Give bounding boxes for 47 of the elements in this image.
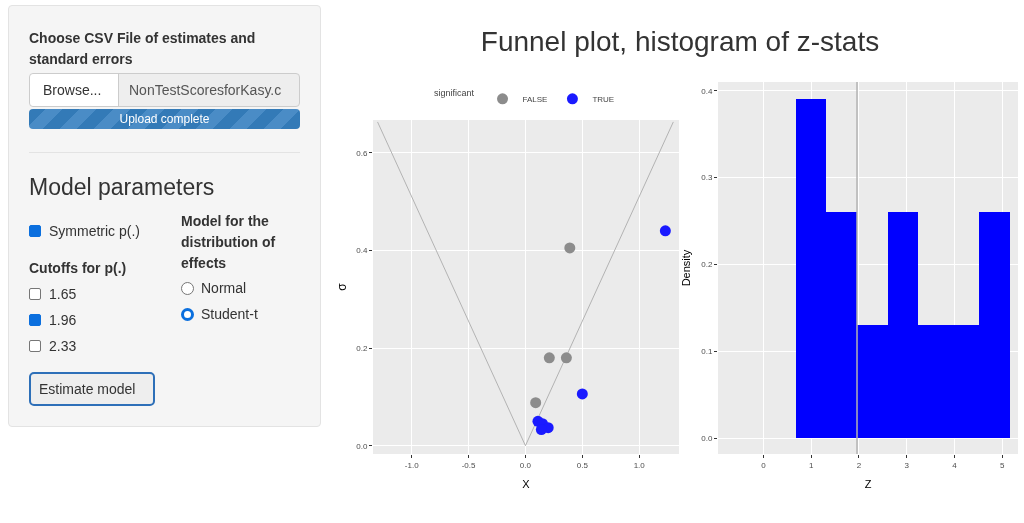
x-tick-label: 1.0 [633,460,646,470]
x-tick-label: -1.0 [404,460,420,470]
x-axis-title: X [522,478,531,490]
text: Browse... [43,82,102,98]
y-tick-label: 0.4 [701,86,713,96]
legend-label: TRUE [592,94,615,104]
text: Student-t [201,306,258,322]
text: Model for the distribution of effects [181,212,277,273]
x-tick-label: 0.0 [519,460,532,470]
x-tick-label: 0 [761,460,767,470]
x-tick-label: 2 [856,460,862,470]
x-tick-label: 3 [904,460,910,470]
text: Estimate model [39,381,136,397]
chart-title: Funnel plot, histogram of z-stats [479,26,881,58]
y-tick-label: 0.0 [701,434,713,444]
x-axis-title: Z [864,478,872,490]
point [564,242,576,254]
point [576,388,588,400]
legend-label: FALSE [522,94,548,104]
x-tick-label: -0.5 [461,460,476,470]
y-tick-label: 0.2 [356,343,368,353]
legend-title: significant [434,88,475,99]
y-tick-label: 0.4 [356,246,368,256]
point [560,352,572,364]
text: NonTestScoresforKasy.c [129,82,282,98]
y-tick-label: 0.6 [356,148,368,158]
y-tick-label: 0.3 [701,173,713,183]
y-axis-title: σ [335,282,349,291]
text: Cutoffs for p(.) [29,260,127,276]
x-tick-label: 0.5 [576,460,589,470]
point [543,352,555,364]
y-tick-label: 0.2 [701,260,713,270]
text: Symmetric p(.) [49,223,140,239]
text: Normal [201,280,247,296]
x-tick-label: 4 [952,460,958,470]
y-axis-title: Density [680,249,692,287]
text: 1.65 [49,286,77,302]
text: 2.33 [49,338,77,354]
x-tick-label: 5 [1000,460,1006,470]
y-tick-label: 0.1 [701,347,713,357]
text: 1.96 [49,312,77,328]
y-tick-label: 0.0 [356,441,368,451]
point [530,397,542,409]
text: Model parameters [29,174,215,201]
text: Choose CSV File of estimates and standard errors [29,29,257,69]
x-tick-label: 1 [808,460,814,470]
point [659,225,671,237]
